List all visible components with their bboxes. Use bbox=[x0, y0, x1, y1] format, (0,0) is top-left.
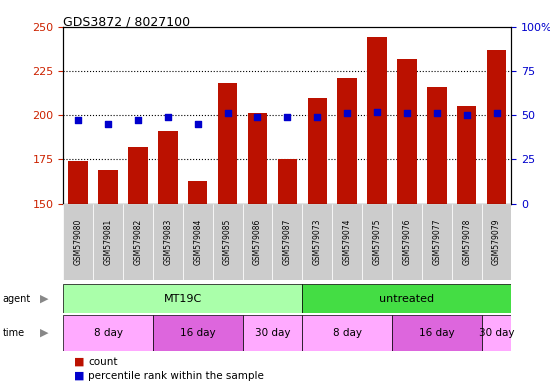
Bar bbox=[123, 204, 153, 280]
Point bbox=[373, 109, 382, 115]
Text: GSM579079: GSM579079 bbox=[492, 218, 501, 265]
Text: ■: ■ bbox=[74, 371, 85, 381]
Bar bbox=[128, 147, 147, 204]
Bar bbox=[248, 113, 267, 204]
Bar bbox=[98, 170, 118, 204]
Text: 30 day: 30 day bbox=[479, 328, 514, 338]
Point bbox=[193, 121, 202, 127]
Text: ▶: ▶ bbox=[40, 328, 48, 338]
Point bbox=[432, 110, 441, 116]
Bar bbox=[362, 204, 392, 280]
Text: GSM579087: GSM579087 bbox=[283, 219, 292, 265]
Bar bbox=[153, 315, 243, 351]
Text: agent: agent bbox=[3, 293, 31, 304]
Text: 8 day: 8 day bbox=[333, 328, 362, 338]
Point bbox=[134, 118, 142, 124]
Bar bbox=[272, 204, 302, 280]
Text: 16 day: 16 day bbox=[180, 328, 216, 338]
Point bbox=[343, 110, 351, 116]
Bar bbox=[243, 315, 303, 351]
Text: 16 day: 16 day bbox=[419, 328, 455, 338]
Text: MT19C: MT19C bbox=[164, 293, 202, 304]
Point bbox=[462, 112, 471, 118]
Point bbox=[223, 110, 232, 116]
Bar bbox=[63, 284, 302, 313]
Bar bbox=[278, 159, 297, 204]
Point bbox=[253, 114, 262, 120]
Text: GSM579085: GSM579085 bbox=[223, 219, 232, 265]
Bar bbox=[482, 204, 512, 280]
Point bbox=[403, 110, 411, 116]
Bar bbox=[427, 87, 447, 204]
Bar bbox=[93, 204, 123, 280]
Text: GSM579078: GSM579078 bbox=[462, 219, 471, 265]
Bar bbox=[392, 204, 422, 280]
Bar bbox=[452, 204, 482, 280]
Bar bbox=[153, 204, 183, 280]
Text: GDS3872 / 8027100: GDS3872 / 8027100 bbox=[63, 15, 190, 28]
Text: 30 day: 30 day bbox=[255, 328, 290, 338]
Bar bbox=[63, 204, 93, 280]
Point bbox=[74, 118, 82, 124]
Point bbox=[163, 114, 172, 120]
Point bbox=[103, 121, 112, 127]
Text: GSM579081: GSM579081 bbox=[103, 219, 113, 265]
Text: GSM579075: GSM579075 bbox=[372, 218, 382, 265]
Bar bbox=[302, 315, 392, 351]
Bar bbox=[69, 161, 88, 204]
Bar bbox=[397, 59, 416, 204]
Text: percentile rank within the sample: percentile rank within the sample bbox=[88, 371, 264, 381]
Text: GSM579077: GSM579077 bbox=[432, 218, 441, 265]
Bar bbox=[482, 315, 512, 351]
Text: GSM579084: GSM579084 bbox=[193, 219, 202, 265]
Bar bbox=[63, 315, 153, 351]
Text: 8 day: 8 day bbox=[94, 328, 123, 338]
Text: GSM579086: GSM579086 bbox=[253, 219, 262, 265]
Text: GSM579074: GSM579074 bbox=[343, 218, 351, 265]
Text: time: time bbox=[3, 328, 25, 338]
Bar bbox=[188, 180, 207, 204]
Bar bbox=[302, 284, 512, 313]
Bar bbox=[302, 204, 332, 280]
Text: untreated: untreated bbox=[379, 293, 434, 304]
Text: GSM579082: GSM579082 bbox=[134, 219, 142, 265]
Bar bbox=[332, 204, 362, 280]
Bar bbox=[213, 204, 243, 280]
Bar bbox=[218, 83, 237, 204]
Bar bbox=[392, 315, 482, 351]
Bar bbox=[487, 50, 506, 204]
Text: count: count bbox=[88, 357, 118, 367]
Bar bbox=[307, 98, 327, 204]
Bar bbox=[367, 38, 387, 204]
Text: GSM579076: GSM579076 bbox=[403, 218, 411, 265]
Bar bbox=[457, 106, 476, 204]
Text: ▶: ▶ bbox=[40, 293, 48, 304]
Text: GSM579073: GSM579073 bbox=[313, 218, 322, 265]
Text: GSM579083: GSM579083 bbox=[163, 219, 172, 265]
Text: ■: ■ bbox=[74, 357, 85, 367]
Point bbox=[492, 110, 501, 116]
Bar bbox=[338, 78, 357, 204]
Point bbox=[313, 114, 322, 120]
Bar bbox=[158, 131, 178, 204]
Bar bbox=[243, 204, 272, 280]
Bar bbox=[422, 204, 452, 280]
Bar bbox=[183, 204, 213, 280]
Text: GSM579080: GSM579080 bbox=[74, 219, 82, 265]
Point bbox=[283, 114, 292, 120]
